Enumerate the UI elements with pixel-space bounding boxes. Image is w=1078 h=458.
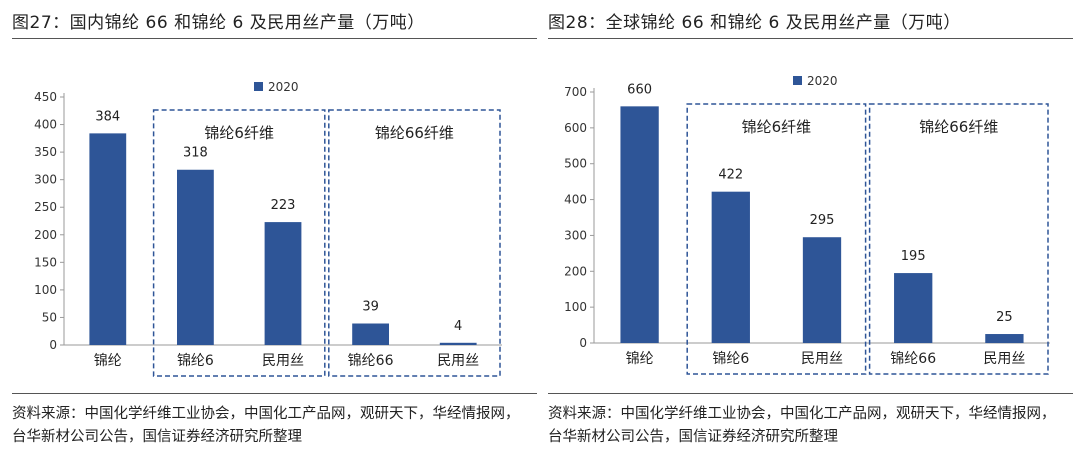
category-group: 锦纶6纤维	[686, 103, 867, 375]
y-tick-label: 200	[34, 228, 57, 242]
y-tick-label: 50	[42, 310, 57, 324]
legend: 2020	[254, 80, 299, 94]
source-note: 资料来源：中国化学纤维工业协会，中国化工产品网，观研天下，华经情报网，台华新材公…	[12, 406, 520, 445]
y-tick-label: 400	[34, 118, 57, 132]
group-dashed-box	[152, 109, 326, 377]
title-rule	[12, 38, 537, 39]
y-tick-label: 400	[564, 193, 587, 207]
figure-title: 图28：全球锦纶 66 和锦纶 6 及民用丝产量（万吨）	[548, 13, 961, 33]
bar-value-label: 39	[362, 300, 379, 315]
category-group: 锦纶6纤维	[152, 109, 326, 377]
legend: 2020	[793, 74, 838, 88]
bar-value-label: 25	[996, 310, 1013, 325]
y-tick-label: 700	[564, 85, 587, 99]
bar-value-label: 223	[271, 198, 296, 213]
bar-value-label: 4	[454, 319, 462, 334]
bar-value-label: 318	[183, 146, 208, 161]
x-category-label: 民用丝	[437, 353, 479, 369]
y-tick-label: 100	[34, 283, 57, 297]
bar	[711, 191, 750, 343]
legend-swatch	[793, 76, 802, 85]
source-note: 资料来源：中国化学纤维工业协会，中国化工产品网，观研天下，华经情报网，台华新材公…	[548, 406, 1056, 445]
y-tick-label: 250	[34, 200, 57, 214]
y-tick-label: 200	[564, 264, 587, 278]
group-dashed-box	[328, 109, 501, 377]
x-category-label: 锦纶66	[348, 352, 394, 369]
group-dashed-box	[686, 103, 867, 375]
chart-global-output: 2020 0 100 200 300 400 500 600 700 660 锦纶 422 锦纶6 295…	[564, 74, 1050, 375]
bar	[894, 273, 933, 343]
bar	[89, 133, 127, 345]
bar	[620, 106, 659, 343]
bar-value-label: 422	[718, 168, 743, 183]
x-category-label: 锦纶6	[712, 350, 749, 367]
y-tick-label: 350	[34, 145, 57, 159]
legend-label: 2020	[807, 74, 838, 88]
chart-domestic-output: 2020 0 50 100 150 200 250 300 350 400 450 384 锦纶 318 锦…	[34, 80, 502, 377]
x-category-label: 锦纶6	[177, 352, 214, 369]
bar	[439, 342, 477, 345]
bar-value-label: 295	[810, 213, 835, 228]
group-dashed-box	[868, 103, 1049, 375]
title-rule	[548, 38, 1073, 39]
y-tick-label: 600	[564, 121, 587, 135]
bar-value-label: 384	[95, 109, 120, 124]
x-category-label: 锦纶	[626, 350, 654, 367]
bar	[352, 323, 389, 345]
figure-title: 图27：国内锦纶 66 和锦纶 6 及民用丝产量（万吨）	[12, 13, 425, 33]
source-rule	[12, 393, 537, 394]
bar	[177, 169, 214, 345]
y-tick-label: 500	[564, 157, 587, 171]
bar-value-label: 660	[627, 82, 652, 97]
y-tick-label: 100	[564, 300, 587, 314]
figure-27: 图27：国内锦纶 66 和锦纶 6 及民用丝产量（万吨） 2020 0 50 100 1…	[12, 0, 537, 458]
category-group: 锦纶66纤维	[868, 103, 1049, 375]
y-tick-label: 0	[49, 338, 57, 352]
group-label: 锦纶66纤维	[919, 118, 998, 136]
y-tick-label: 450	[34, 90, 57, 104]
legend-label: 2020	[268, 80, 299, 94]
legend-swatch	[254, 82, 263, 91]
y-tick-label: 300	[564, 228, 587, 242]
category-group: 锦纶66纤维	[328, 109, 501, 377]
x-category-label: 锦纶66	[890, 350, 936, 367]
group-label: 锦纶66纤维	[375, 124, 454, 142]
source-rule	[548, 393, 1073, 394]
figure-28: 图28：全球锦纶 66 和锦纶 6 及民用丝产量（万吨） 2020 0 100 200…	[548, 0, 1073, 458]
bar	[264, 222, 302, 345]
y-tick-label: 300	[34, 173, 57, 187]
x-category-label: 民用丝	[262, 353, 304, 369]
group-label: 锦纶6纤维	[204, 124, 274, 142]
x-category-label: 锦纶	[94, 352, 122, 369]
bar	[802, 237, 842, 343]
x-category-label: 民用丝	[801, 351, 843, 367]
group-label: 锦纶6纤维	[742, 118, 812, 136]
y-tick-label: 0	[579, 336, 587, 350]
bar-value-label: 195	[901, 249, 926, 264]
y-tick-label: 150	[34, 255, 57, 269]
x-category-label: 民用丝	[983, 351, 1025, 367]
bar	[985, 334, 1024, 343]
